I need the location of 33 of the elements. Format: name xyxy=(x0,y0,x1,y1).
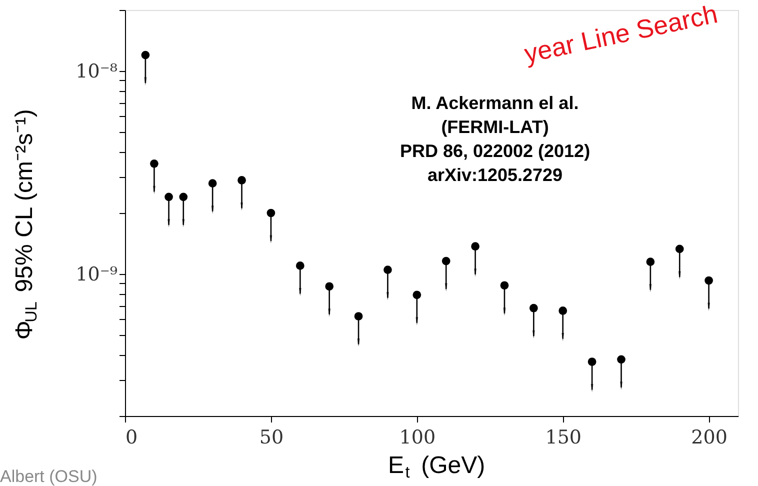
y-tick-label: 10⁻⁹ xyxy=(76,264,118,286)
point xyxy=(141,50,150,60)
point xyxy=(704,276,713,285)
point xyxy=(384,266,392,274)
point xyxy=(150,159,158,168)
point xyxy=(471,242,480,251)
x-tick-label: 0 xyxy=(126,426,138,448)
annotation: M. Ackermann el al. (FERMI-LAT) PRD 86, 022002 (2012) arXiv:1205.2729 xyxy=(400,93,590,185)
text: Albert (OSU) xyxy=(0,467,98,486)
point xyxy=(500,281,509,290)
point xyxy=(238,176,246,184)
x-tick-label: 200 xyxy=(691,426,728,448)
point xyxy=(529,304,538,312)
y-tick-label: 10⁻⁸ xyxy=(76,60,118,83)
x-tick-label: 150 xyxy=(545,426,582,448)
point xyxy=(164,192,173,202)
annotation: year Line Search xyxy=(522,0,720,69)
point xyxy=(179,192,188,202)
y-axis-title: ΦUL 95% CL (cm⁻²s⁻¹) xyxy=(11,109,41,340)
point xyxy=(646,258,655,266)
point xyxy=(296,262,304,270)
x-tick-label: 100 xyxy=(399,426,436,448)
point xyxy=(208,179,217,188)
x-tick-label: 50 xyxy=(259,426,284,448)
point xyxy=(266,208,276,218)
point xyxy=(588,358,596,366)
point xyxy=(354,312,363,320)
point xyxy=(442,256,450,266)
point xyxy=(617,355,626,364)
point xyxy=(325,282,334,291)
point xyxy=(412,290,422,300)
point xyxy=(558,306,568,315)
point xyxy=(675,244,684,254)
